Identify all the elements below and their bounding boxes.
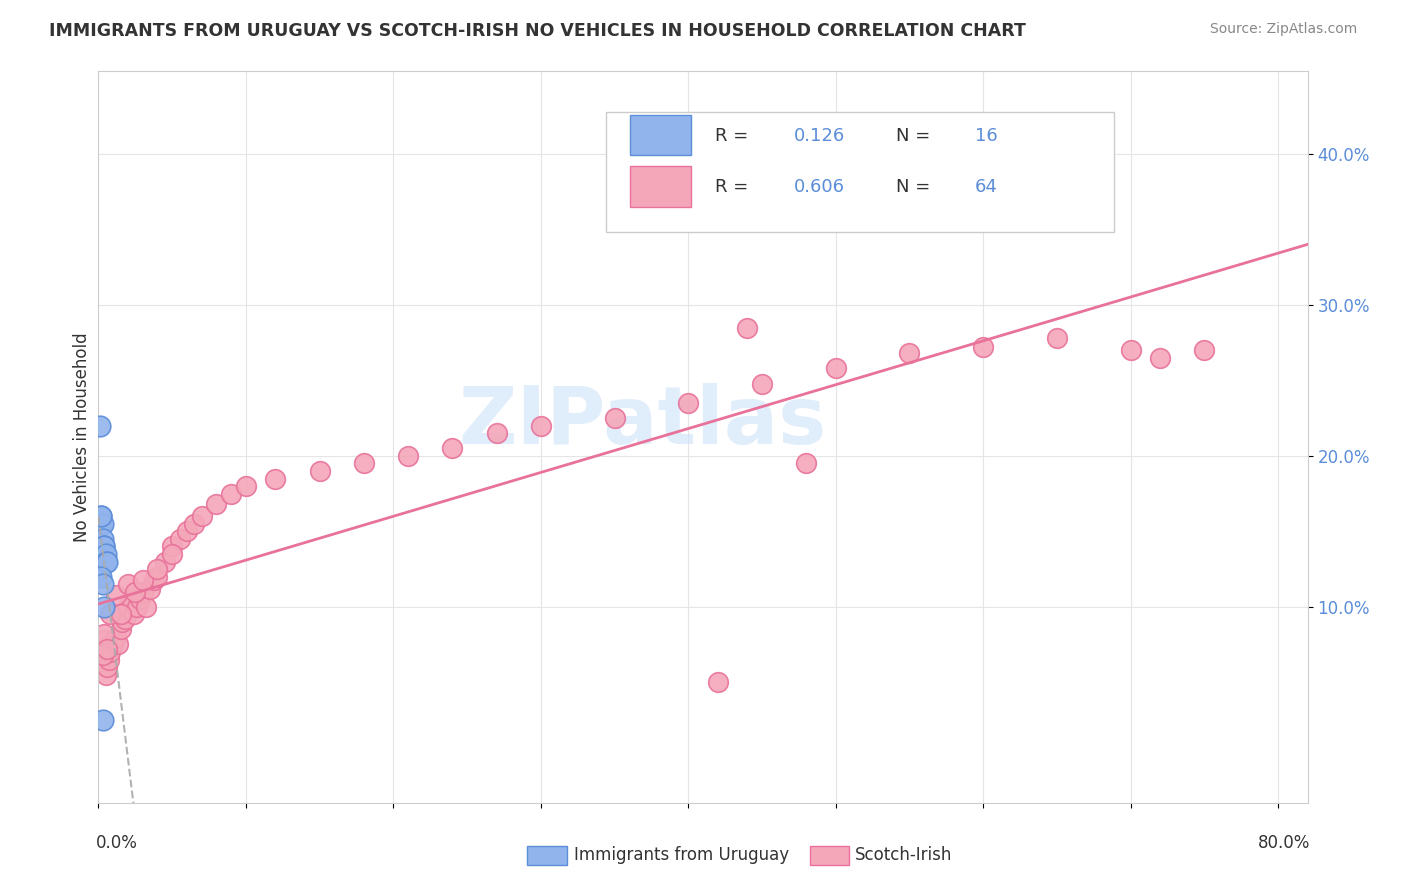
Point xyxy=(308,464,330,478)
Text: R =: R = xyxy=(716,127,754,145)
FancyBboxPatch shape xyxy=(606,112,1114,232)
Text: Source: ZipAtlas.com: Source: ZipAtlas.com xyxy=(1209,22,1357,37)
Point xyxy=(176,524,198,539)
Point xyxy=(96,554,118,568)
Point xyxy=(183,516,205,531)
Point xyxy=(219,486,242,500)
Point xyxy=(160,547,183,561)
Y-axis label: No Vehicles in Household: No Vehicles in Household xyxy=(73,332,91,542)
Text: N =: N = xyxy=(897,127,936,145)
Point xyxy=(97,652,120,666)
Point xyxy=(90,509,112,524)
Point xyxy=(93,632,115,647)
FancyBboxPatch shape xyxy=(630,167,690,207)
Point xyxy=(1046,331,1069,345)
Point xyxy=(485,426,508,441)
Point xyxy=(1149,351,1171,365)
Point xyxy=(105,630,128,644)
Point xyxy=(114,612,136,626)
Point xyxy=(110,623,132,637)
Point xyxy=(101,637,124,651)
Point xyxy=(117,599,139,614)
Point xyxy=(530,418,553,433)
Text: IMMIGRANTS FROM URUGUAY VS SCOTCH-IRISH NO VEHICLES IN HOUSEHOLD CORRELATION CHA: IMMIGRANTS FROM URUGUAY VS SCOTCH-IRISH … xyxy=(49,22,1026,40)
Point xyxy=(706,675,728,690)
Point xyxy=(120,592,142,607)
Point xyxy=(98,645,121,659)
Point xyxy=(91,516,114,531)
FancyBboxPatch shape xyxy=(630,115,690,155)
Text: 0.606: 0.606 xyxy=(793,178,845,196)
Point xyxy=(139,582,162,596)
Point xyxy=(93,540,115,554)
Point xyxy=(94,667,117,681)
Point xyxy=(90,652,112,666)
Point xyxy=(98,607,121,622)
Point xyxy=(124,584,146,599)
Point xyxy=(794,457,817,471)
Text: 16: 16 xyxy=(976,127,998,145)
Point xyxy=(190,509,212,524)
Point xyxy=(972,340,994,354)
Point xyxy=(122,607,145,622)
Point xyxy=(91,642,114,657)
Point xyxy=(735,320,758,334)
Text: N =: N = xyxy=(897,178,936,196)
Text: ZIPatlas: ZIPatlas xyxy=(458,384,827,461)
Point xyxy=(396,449,419,463)
Text: 64: 64 xyxy=(976,178,998,196)
Point xyxy=(91,577,114,591)
Point xyxy=(169,532,191,546)
Point xyxy=(96,660,118,674)
Point xyxy=(90,509,112,524)
Point xyxy=(90,569,112,583)
Text: R =: R = xyxy=(716,178,754,196)
Text: Immigrants from Uruguay: Immigrants from Uruguay xyxy=(574,847,789,864)
Point xyxy=(93,540,115,554)
Point xyxy=(128,592,150,607)
Point xyxy=(135,599,157,614)
Point xyxy=(146,562,169,576)
Point xyxy=(125,599,148,614)
Point xyxy=(264,471,287,485)
Point xyxy=(1194,343,1216,358)
Point xyxy=(1119,343,1142,358)
Point xyxy=(751,376,773,391)
Point xyxy=(235,479,257,493)
Point xyxy=(91,713,114,727)
Point xyxy=(91,648,114,662)
Text: Scotch-Irish: Scotch-Irish xyxy=(855,847,952,864)
Point xyxy=(153,554,176,568)
Point xyxy=(205,497,228,511)
Point xyxy=(111,615,134,629)
Point xyxy=(105,588,128,602)
Point xyxy=(160,540,183,554)
Point xyxy=(94,554,117,568)
Point xyxy=(91,532,114,546)
Point xyxy=(89,562,111,576)
Text: 0.126: 0.126 xyxy=(793,127,845,145)
Point xyxy=(131,573,153,587)
Point xyxy=(441,442,464,456)
Point xyxy=(90,516,112,531)
Point xyxy=(107,637,129,651)
Point xyxy=(89,418,111,433)
Point xyxy=(603,411,626,425)
Point xyxy=(143,573,166,587)
Point xyxy=(824,361,846,376)
Point xyxy=(96,642,118,657)
Point xyxy=(94,547,117,561)
Point xyxy=(131,584,153,599)
Text: 80.0%: 80.0% xyxy=(1258,834,1310,852)
Point xyxy=(110,607,132,622)
Point xyxy=(93,627,115,641)
Point xyxy=(146,569,169,583)
Text: 0.0%: 0.0% xyxy=(96,834,138,852)
Point xyxy=(765,154,787,169)
Point xyxy=(678,396,700,410)
Point xyxy=(898,346,921,360)
Point xyxy=(353,457,375,471)
Point xyxy=(117,577,139,591)
Point xyxy=(93,599,115,614)
